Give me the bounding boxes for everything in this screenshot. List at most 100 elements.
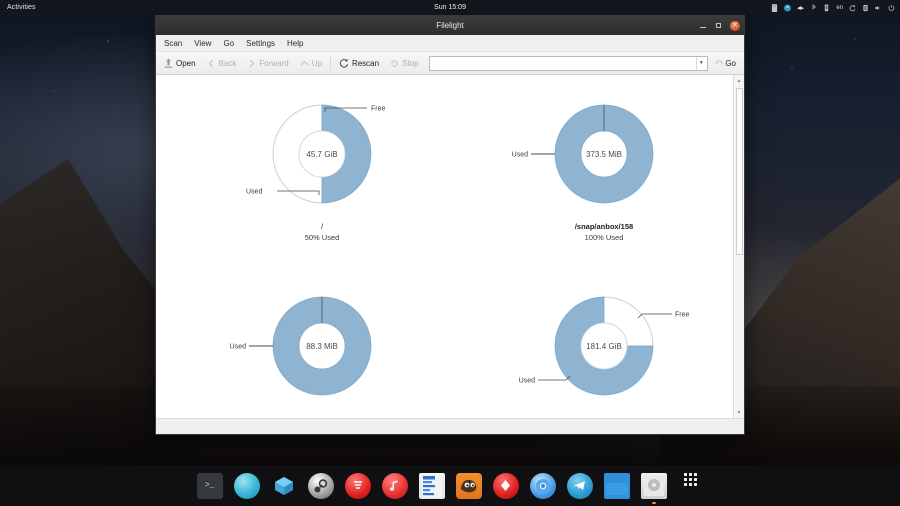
window-title: Filelight: [436, 21, 464, 30]
rescan-icon: [339, 58, 349, 68]
dock-item-files[interactable]: [603, 472, 630, 499]
red-app-icon: [353, 480, 362, 489]
chart-path-label: /: [320, 222, 324, 231]
vertical-scrollbar[interactable]: ▲ ▼: [733, 75, 744, 418]
center-value: 45.7 GiB: [306, 150, 337, 159]
dock-item-gimp[interactable]: [455, 472, 482, 499]
close-button[interactable]: ✕: [730, 20, 740, 31]
chart-caption: /snap/anbox/158 100% Used: [504, 221, 704, 243]
up-arrow-icon: [300, 60, 309, 65]
legend-used-label: Used: [519, 378, 535, 385]
dock-item-text-editor[interactable]: [418, 472, 445, 499]
battery-status-icon[interactable]: [823, 4, 830, 12]
system-tray[interactable]: en: [771, 3, 895, 12]
legend-free-label: Free: [675, 312, 690, 319]
stop-icon: [390, 59, 399, 67]
disk-chart-root[interactable]: Used 373.5 MiB /snap/anbox/158 100% Used: [504, 95, 704, 242]
donut-4[interactable]: [554, 296, 654, 396]
filelight-window: Filelight ✕ Scan View Go Settings Help O…: [155, 15, 745, 435]
stop-button: Stop: [387, 58, 421, 69]
menu-go[interactable]: Go: [223, 38, 235, 48]
back-label: Back: [218, 58, 237, 68]
forward-button: Forward: [244, 58, 291, 69]
telegram-icon: [574, 481, 585, 490]
chart-percent-label: 50% Used: [304, 233, 340, 242]
dock-item-chromium[interactable]: [529, 472, 556, 499]
chart-path-label: /snap/anbox/158: [574, 222, 634, 231]
rescan-label: Rescan: [351, 58, 380, 68]
disk-chart-root[interactable]: Used 88.3 MiB: [222, 287, 422, 402]
dock-item-red-app[interactable]: [344, 472, 371, 499]
stop-label: Stop: [402, 58, 419, 68]
forward-arrow-icon: [249, 59, 255, 67]
scroll-down-arrow-icon[interactable]: ▼: [736, 409, 742, 416]
sd-card-icon[interactable]: [771, 3, 778, 12]
disk-chart-root[interactable]: Free Used 181.4 GiB: [504, 287, 704, 402]
legend-used-label: Used: [512, 152, 528, 159]
text-editor-icon: [421, 473, 442, 498]
power-icon[interactable]: [888, 4, 895, 12]
maximize-button[interactable]: [714, 21, 723, 30]
dock-item-steam[interactable]: [307, 472, 334, 499]
content-area: Free Used 45.7 GiB / 50% Used: [156, 75, 744, 418]
menu-scan[interactable]: Scan: [164, 38, 183, 48]
dock-item-telegram[interactable]: [566, 472, 593, 499]
leader-used: Used: [230, 344, 273, 351]
dock-item-show-applications[interactable]: [678, 472, 704, 499]
terminal-icon: >_: [204, 480, 215, 490]
scrollbar-track[interactable]: [734, 86, 745, 407]
disk-chart-root[interactable]: Free Used 45.7 GiB / 50% Used: [222, 95, 422, 242]
dropbox-icon[interactable]: [784, 4, 792, 12]
volume-icon[interactable]: [875, 4, 882, 12]
toolbar[interactable]: Open Back Forward Up Rescan Stop: [156, 52, 744, 75]
scroll-up-arrow-icon[interactable]: ▲: [736, 77, 742, 84]
scrollbar-thumb[interactable]: [735, 88, 743, 255]
center-value: 181.4 GiB: [586, 342, 622, 351]
rescan-button[interactable]: Rescan: [336, 57, 382, 69]
window-titlebar[interactable]: Filelight ✕: [156, 16, 744, 35]
legend-used-label: Used: [246, 189, 262, 196]
menu-settings[interactable]: Settings: [246, 38, 276, 48]
center-value: 88.3 MiB: [306, 342, 338, 351]
location-combobox[interactable]: ▼: [428, 55, 709, 71]
go-label: Go: [725, 58, 736, 68]
virtualbox-icon: [274, 476, 293, 495]
menu-help[interactable]: Help: [287, 38, 304, 48]
clock[interactable]: Sun 15:09: [434, 4, 466, 11]
location-input[interactable]: [429, 56, 697, 70]
open-button[interactable]: Open: [161, 57, 199, 70]
dock-item-music-player[interactable]: [381, 472, 408, 499]
center-value: 373.5 MiB: [586, 150, 622, 159]
gimp-icon: [460, 479, 476, 492]
folder-icon: [605, 479, 628, 495]
open-icon: [164, 58, 173, 68]
leader-used: Used: [519, 375, 571, 385]
statusbar: [156, 418, 744, 434]
dock-item-terminal[interactable]: >_: [196, 472, 223, 499]
battery-icon[interactable]: [862, 4, 869, 12]
menu-view[interactable]: View: [194, 38, 212, 48]
open-label: Open: [176, 58, 196, 68]
dock-item-virtualbox[interactable]: [271, 473, 297, 499]
keyboard-layout-indicator[interactable]: en: [836, 4, 843, 11]
minimize-button[interactable]: [698, 21, 707, 30]
up-label: Up: [311, 58, 322, 68]
up-button: Up: [297, 58, 325, 69]
running-indicator: [651, 501, 656, 504]
window-controls[interactable]: ✕: [698, 16, 740, 35]
refresh-icon[interactable]: [849, 4, 856, 12]
leader-free: Free: [637, 312, 690, 319]
forward-label: Forward: [259, 58, 289, 68]
dock[interactable]: >_: [0, 465, 900, 506]
network-vpn-icon[interactable]: [797, 4, 805, 12]
activities-button[interactable]: Activities: [7, 4, 36, 11]
go-button[interactable]: Go: [715, 58, 739, 68]
chart-caption: / 50% Used: [222, 221, 422, 243]
chevron-down-icon[interactable]: ▼: [696, 56, 705, 70]
menubar[interactable]: Scan View Go Settings Help: [156, 35, 744, 52]
dock-item-disk-utility[interactable]: [640, 472, 667, 504]
donut-hole: [580, 322, 628, 370]
bluetooth-icon[interactable]: [810, 3, 817, 12]
dock-item-screen-recorder[interactable]: [492, 472, 519, 499]
dock-item-water-browser[interactable]: [233, 472, 260, 499]
